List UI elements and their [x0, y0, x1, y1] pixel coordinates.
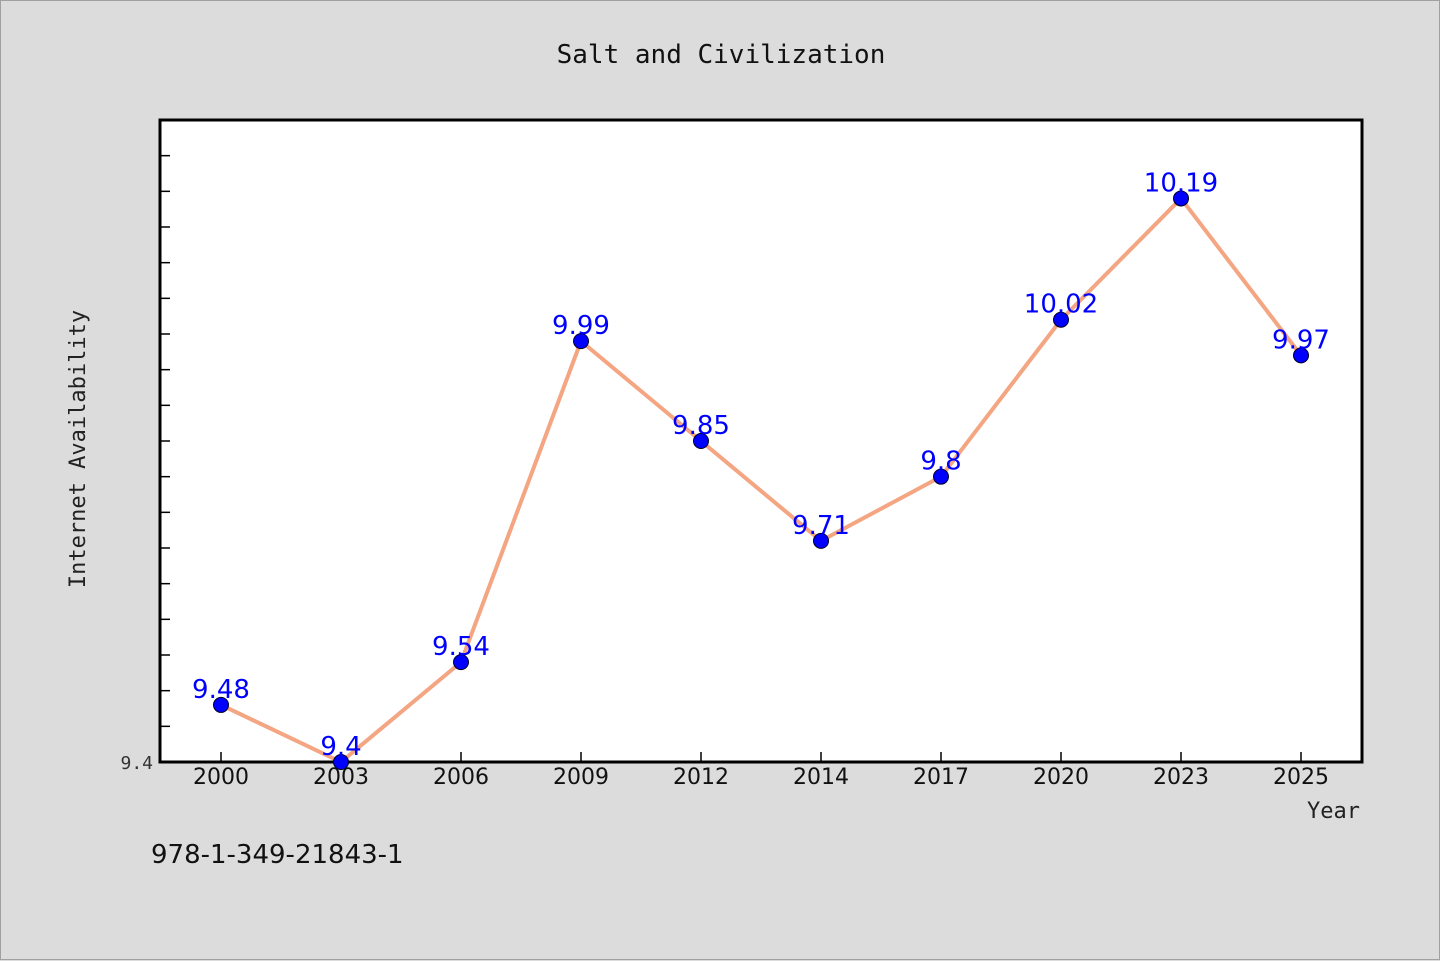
data-label-2020: 10.02: [1024, 290, 1098, 320]
data-label-2006: 9.54: [432, 632, 490, 662]
chart-title: Salt and Civilization: [557, 40, 886, 70]
x-tick-label-2025: 2025: [1273, 765, 1329, 790]
data-label-2003: 9.4: [320, 732, 361, 762]
x-tick-label-2006: 2006: [433, 765, 489, 790]
data-label-2023: 10.19: [1144, 168, 1218, 198]
x-tick-label-2017: 2017: [913, 765, 969, 790]
plot-area: [158, 118, 1364, 764]
data-label-2025: 9.97: [1272, 325, 1330, 355]
series-line: [219, 196, 1303, 764]
data-label-2012: 9.85: [672, 411, 730, 441]
data-label-2000: 9.48: [192, 675, 250, 705]
x-tick-label-2012: 2012: [673, 765, 729, 790]
x-tick-label-2014: 2014: [793, 765, 849, 790]
data-point-2023: [1173, 190, 1189, 207]
data-label-2009: 9.99: [552, 311, 610, 341]
x-tick-label-2023: 2023: [1153, 765, 1209, 790]
data-point-2014: [813, 532, 829, 549]
data-label-2017: 9.8: [920, 447, 961, 477]
data-point-2000: [213, 696, 229, 713]
data-point-2017: [933, 468, 949, 485]
y-axis-ticks: [160, 119, 170, 763]
x-tick-labels: 2000 2003 2006 2009 2012 2014 2017 2020 2023 2025: [193, 765, 1329, 790]
data-markers: [213, 190, 1309, 770]
x-tick-label-2003: 2003: [313, 765, 369, 790]
x-tick-label-2020: 2020: [1033, 765, 1089, 790]
data-point-2006: [453, 654, 469, 671]
y-tick-label: 9.4: [120, 753, 153, 774]
data-point-2025: [1293, 347, 1309, 364]
data-point-2020: [1053, 311, 1069, 328]
y-axis-label: Internet Availability: [66, 310, 91, 588]
data-point-2009: [573, 333, 589, 350]
y-tick-labels: 9.4: [120, 753, 153, 774]
x-tick-label-2009: 2009: [553, 765, 609, 790]
x-axis-label: Year: [1307, 799, 1360, 824]
data-point-2003: [333, 754, 349, 770]
data-label-2014: 9.71: [792, 511, 850, 541]
data-labels: 9.48 9.4 9.54 9.99 9.85 9.71 9.8 10.02 10.19 9.97: [192, 168, 1330, 762]
x-tick-label-2000: 2000: [193, 765, 249, 790]
isbn-annotation: 978-1-349-21843-1: [151, 840, 404, 870]
data-point-2012: [693, 433, 709, 449]
